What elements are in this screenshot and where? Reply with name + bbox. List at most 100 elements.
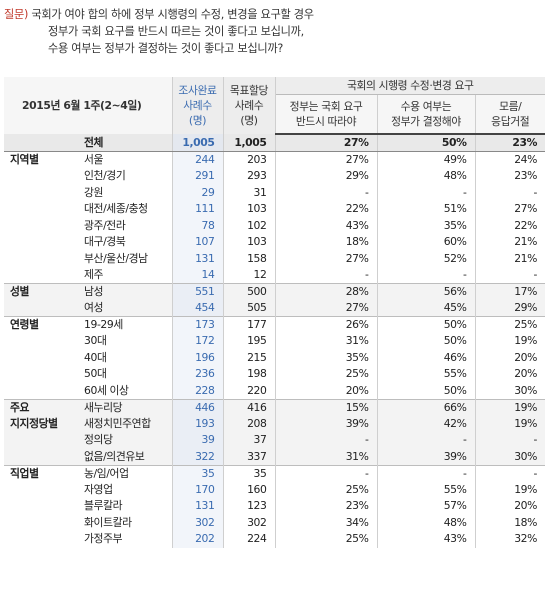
pct-government-decides: 52%	[377, 250, 476, 267]
pct-government-decides: 60%	[377, 234, 476, 251]
pct-must-follow: 35%	[275, 349, 378, 366]
target-count: 1,005	[222, 134, 276, 152]
completed-count: 14	[171, 267, 223, 284]
table-row: 연령별 19-29세 173 177 26% 50% 25%	[4, 316, 545, 399]
completed-count: 35	[171, 464, 223, 482]
row-label: 블루칼라	[84, 499, 123, 513]
pct-dont-know: -	[533, 185, 538, 199]
table-row: 가정주부 202 224 25% 43% 32%	[4, 531, 545, 548]
row-label: 가정주부	[84, 532, 123, 546]
table-row: 성별 남성 551 500 28% 56% 17%	[4, 283, 545, 317]
row-label: 전체	[80, 134, 172, 152]
pct-government-decides: 57%	[377, 498, 476, 515]
row-label: 없음/의견유보	[80, 448, 172, 465]
target-count: 220	[222, 382, 276, 399]
target-count: 123	[222, 498, 276, 515]
completed-count: 236	[171, 366, 223, 383]
pct-must-follow: 31%	[275, 448, 378, 465]
pct-dont-know: 21%	[514, 251, 537, 265]
pct-dont-know: -	[475, 464, 545, 482]
pct-must-follow: 18%	[275, 234, 378, 251]
group-label: 직업별	[4, 464, 80, 548]
pct-government-decides: 42%	[377, 415, 476, 432]
pct-dont-know: 18%	[514, 515, 537, 529]
pct-government-decides: 39%	[377, 448, 476, 465]
table-row: 지역별 서울 244 203 27% 49% 24%	[4, 151, 545, 284]
pct-must-follow: 27%	[275, 151, 378, 168]
pct-must-follow: 15%	[275, 398, 378, 416]
pct-government-decides: 45%	[377, 300, 476, 317]
pct-must-follow: -	[275, 432, 378, 449]
pct-must-follow: 26%	[275, 316, 378, 333]
target-count: 103	[222, 201, 276, 218]
pct-must-follow: 31%	[275, 333, 378, 350]
pct-dont-know: 32%	[514, 532, 537, 546]
table-row-total: 전체 1,005 1,005 27% 50% 23%	[4, 134, 545, 152]
row-label: 부산/울산/경남	[84, 251, 148, 265]
header-question-group: 국회의 시행령 수정·변경 요구	[275, 77, 545, 95]
pct-must-follow: -	[275, 464, 378, 482]
table-header: 2015년 6월 1주(2~4일) 조사완료 사례수 (명) 목표할당 사례수 …	[4, 77, 545, 135]
row-label: 강원	[84, 185, 104, 199]
pct-government-decides: -	[377, 267, 476, 284]
table-row: 50대 236 198 25% 55% 20%	[4, 366, 545, 383]
row-label: 대전/세종/충청	[84, 202, 148, 216]
target-count: 224	[222, 531, 276, 548]
header-option-must-follow: 정부는 국회 요구 반드시 따라야	[275, 94, 378, 135]
completed-count: 228	[171, 382, 223, 399]
table-row: 30대 172 195 31% 50% 19%	[4, 333, 545, 350]
table-row: 인천/경기 291 293 29% 48% 23%	[4, 168, 545, 185]
pct-dont-know: 23%	[514, 169, 537, 183]
pct-dont-know: 25%	[475, 316, 545, 333]
pct-must-follow: 39%	[275, 415, 378, 432]
pct-must-follow: 27%	[275, 300, 378, 317]
pct-dont-know: 19%	[514, 482, 537, 496]
completed-count: 196	[171, 349, 223, 366]
pct-government-decides: 46%	[377, 349, 476, 366]
pct-dont-know: 22%	[514, 218, 537, 232]
row-label: 남성	[80, 283, 172, 300]
target-count: 208	[222, 415, 276, 432]
table-row: 주요 지지정당별 새누리당 446 416 15% 66% 19%	[4, 398, 545, 465]
question-line-1: 국회가 여야 합의 하에 정부 시행령의 수정, 변경을 요구할 경우	[31, 8, 314, 21]
pct-dont-know: 23%	[475, 134, 545, 152]
row-label: 새누리당	[80, 398, 172, 416]
target-count: 505	[222, 300, 276, 317]
pct-government-decides: 48%	[377, 168, 476, 185]
table-row: 60세 이상 228 220 20% 50% 30%	[4, 382, 545, 399]
pct-dont-know: 29%	[475, 300, 545, 317]
table-row: 새정치민주연합 193 208 39% 42% 19%	[4, 415, 545, 432]
row-label: 19-29세	[80, 316, 172, 333]
row-label: 서울	[80, 151, 172, 168]
completed-count: 172	[171, 333, 223, 350]
row-label: 대구/경북	[84, 235, 126, 249]
table-row: 화이트칼라 302 302 34% 48% 18%	[4, 514, 545, 531]
pct-must-follow: -	[275, 184, 378, 201]
row-label: 자영업	[84, 482, 113, 496]
pct-government-decides: 50%	[377, 333, 476, 350]
group-label-line: 지지정당별	[10, 416, 58, 430]
completed-count: 244	[171, 151, 223, 168]
survey-question: 질문) 국회가 여야 합의 하에 정부 시행령의 수정, 변경을 요구할 경우 …	[4, 6, 544, 57]
pct-must-follow: 28%	[275, 283, 378, 300]
completed-count: 173	[171, 316, 223, 333]
completed-count: 454	[171, 300, 223, 317]
header-completed-sample: 조사완료 사례수 (명)	[171, 77, 223, 134]
pct-must-follow: 27%	[275, 134, 378, 152]
header-target-sample: 목표할당 사례수 (명)	[222, 77, 276, 134]
completed-count: 202	[171, 531, 223, 548]
table-row: 광주/전라 78 102 43% 35% 22%	[4, 217, 545, 234]
row-label: 여성	[80, 300, 172, 317]
pct-government-decides: -	[377, 432, 476, 449]
row-label: 40대	[84, 350, 107, 364]
table-row: 부산/울산/경남 131 158 27% 52% 21%	[4, 250, 545, 267]
pct-government-decides: 55%	[377, 366, 476, 383]
table-row: 직업별 농/임/어업 35 35- - -	[4, 464, 545, 548]
completed-count: 29	[171, 184, 223, 201]
pct-must-follow: 27%	[275, 250, 378, 267]
row-label: 30대	[84, 334, 107, 348]
target-count: 12	[222, 267, 276, 284]
pct-government-decides: 51%	[377, 201, 476, 218]
pct-must-follow: 20%	[275, 382, 378, 399]
table-row: 대구/경북 107 103 18% 60% 21%	[4, 234, 545, 251]
